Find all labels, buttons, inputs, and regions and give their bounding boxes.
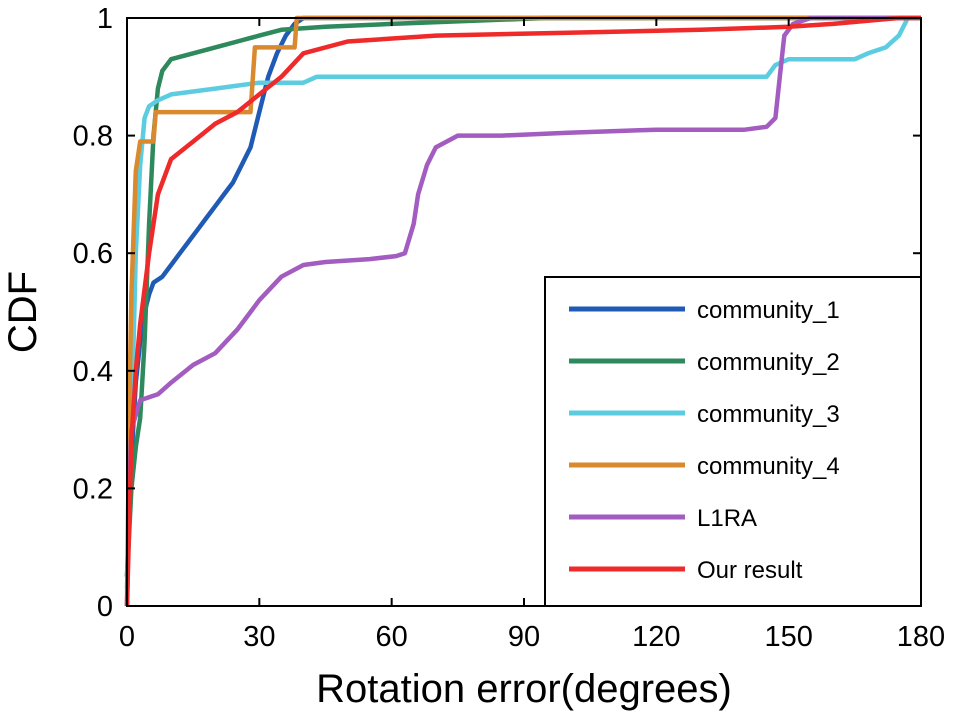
legend: community_1 community_2 community_3communi… [544,276,922,607]
y-tick-label: 0.8 [73,121,113,153]
series-layer [124,15,921,607]
legend-box [544,276,922,607]
legend-label-5: L1RA [697,505,757,532]
y-tick-label: 0.6 [73,238,113,270]
x-tick-label: 150 [764,621,812,653]
x-tick-label: 60 [376,621,408,653]
legend-label-4: community_4 [697,453,840,480]
x-tick-label: 180 [897,621,945,653]
series-line-2 [124,15,921,577]
x-tick-label: 0 [119,621,135,653]
y-tick-label: 0.2 [73,473,113,505]
y-tick-label: 0.4 [73,356,113,388]
x-tick-label: 120 [632,621,680,653]
legend-label-2: community_2 [697,349,840,376]
series-line-4 [124,15,921,607]
legend-items: community_1 community_2 community_3communi… [569,297,840,584]
y-axis-label: CDF [1,271,45,353]
series-line-5 [124,15,921,607]
series-line-6 [124,15,921,607]
legend-label-1: community_1 [697,297,840,324]
x-tick-label: 30 [243,621,275,653]
legend-label-6: Our result [697,557,803,584]
legend-label-3: community_3 [697,401,840,428]
x-axis-ticks: 0 30 60 90 120 150 180 [119,18,945,653]
y-axis-ticks: 0 0.2 0.4 0.6 0.8 1 [73,3,921,623]
x-tick-label: 90 [508,621,540,653]
x-axis-label: Rotation error(degrees) [316,667,732,711]
y-tick-label: 1 [97,3,113,35]
series-line-3 [124,15,921,589]
y-tick-label: 0 [97,591,113,623]
